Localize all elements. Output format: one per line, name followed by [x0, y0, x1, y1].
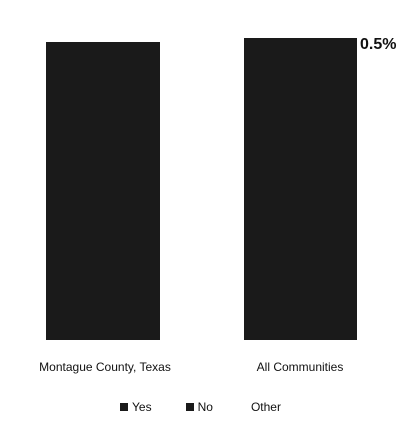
category-label-0: Montague County, Texas: [39, 360, 171, 374]
legend-label-no: No: [197, 400, 213, 414]
legend-swatch-no: [185, 403, 194, 411]
bar-1: [244, 38, 357, 340]
category-label-1: All Communities: [256, 360, 344, 374]
legend-label-yes: Yes: [132, 400, 152, 414]
legend: Yes No Other: [0, 400, 401, 414]
legend-label-other: Other: [250, 400, 281, 414]
data-label-1: 0.5%: [360, 36, 397, 53]
legend-item-no: No: [185, 400, 213, 414]
legend-swatch-yes: [120, 403, 129, 411]
legend-item-other: Other: [247, 400, 281, 414]
bar-0: [46, 42, 160, 340]
legend-item-yes: Yes: [120, 400, 152, 414]
